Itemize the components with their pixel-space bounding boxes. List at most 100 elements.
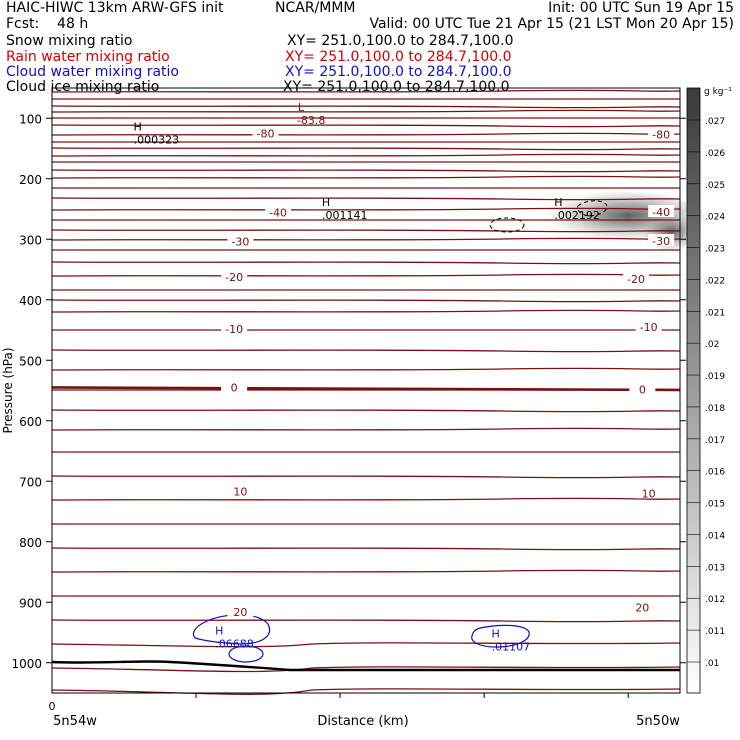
plot-axes: 1002003004005006007008009001000Pressure … [1, 87, 686, 729]
isotherm-line [51, 105, 681, 109]
isotherm-line [51, 309, 681, 313]
extremum-value: -83.8 [297, 114, 325, 127]
isotherm-line [51, 153, 681, 157]
extremum-symbol: H [491, 628, 499, 641]
isotherm-label-bg [629, 600, 656, 613]
isotherm-line [51, 109, 681, 113]
extremum-value: .002192 [554, 209, 600, 222]
colorbar-tick-label: .02 [705, 340, 719, 350]
isotherm-label-bg [221, 269, 248, 282]
isotherm-label: -80 [257, 127, 275, 140]
plot-frame [51, 87, 681, 694]
y-tick-label: 700 [19, 475, 42, 489]
y-tick-label: 100 [19, 112, 42, 126]
x-end-label: 5n50w [636, 714, 680, 729]
colorbar-tick-label: .023 [705, 245, 725, 255]
isotherm-label-bg [227, 604, 254, 617]
colorbar-tick-label: .022 [705, 276, 725, 286]
isotherm-label-bg [648, 234, 675, 247]
forecast-hour: Fcst: 48 h [6, 16, 89, 32]
isotherm-label: -10 [640, 321, 658, 334]
colorbar-tick-label: .018 [705, 404, 725, 414]
isotherm-label-bg [265, 205, 292, 218]
isotherm-line [51, 175, 681, 179]
isotherm-label: 20 [233, 606, 247, 619]
cloud-ice-contours [489, 200, 608, 233]
isotherm-line [51, 475, 681, 479]
isotherm-line [51, 569, 681, 573]
colorbar-tick-label: .012 [705, 595, 725, 605]
isotherm-line [51, 273, 681, 277]
y-tick-label: 1000 [11, 657, 42, 671]
isotherm-line [51, 169, 681, 173]
isotherm-label: 10 [642, 487, 656, 500]
extremum-value: .000323 [134, 134, 180, 147]
model-title: HAIC-HIWC 13km ARW-GFS init [6, 0, 224, 16]
y-tick-label: 600 [19, 415, 42, 429]
colorbar-ramp [686, 87, 701, 694]
isotherm-label: -80 [652, 129, 670, 142]
colorbar-tick-label: .011 [705, 627, 725, 637]
colorbar-tick-label: .025 [705, 181, 725, 191]
extremum-symbol: H [554, 196, 562, 209]
isotherm-label-bg [227, 484, 254, 497]
field-label-snow: Snow mixing ratio [6, 33, 133, 49]
isotherm-line [51, 89, 681, 93]
colorbar-tick-label: .015 [705, 500, 725, 510]
isotherm-line [51, 666, 681, 673]
valid-time: Valid: 00 UTC Tue 21 Apr 15 (21 LST Mon … [369, 16, 734, 32]
colorbar-tick-label: .01 [705, 659, 719, 669]
y-tick-label: 900 [19, 596, 42, 610]
y-tick-label: 500 [19, 354, 42, 368]
isotherm-label: -30 [652, 235, 670, 248]
extremum-symbol: L [298, 101, 305, 114]
isotherm-label: -40 [652, 206, 670, 219]
colorbar-tick-label: .024 [705, 213, 725, 223]
extremum-value: .06688 [215, 638, 254, 651]
x-origin-label: 0 [49, 700, 56, 713]
isotherm-line [51, 197, 681, 201]
isotherm-line [51, 497, 681, 501]
isotherm-label: 0 [231, 381, 238, 394]
isotherm-label-bg [648, 127, 675, 140]
org-label: NCAR/MMM [275, 0, 356, 16]
colorbar-tick-label: .014 [705, 531, 725, 541]
isotherm-line [51, 619, 681, 623]
extremum-value: .001141 [322, 209, 368, 222]
field-xy-rain: XY= 251.0,100.0 to 284.7,100.0 [285, 49, 512, 65]
isotherm-line [51, 349, 681, 353]
x-axis-label: Distance (km) [317, 714, 408, 729]
isotherm-line [51, 409, 681, 413]
colorbar-unit: g kg⁻¹ [704, 87, 732, 97]
isotherm-line [51, 207, 681, 211]
isotherm-label: -20 [627, 273, 645, 286]
isotherm-line [51, 229, 681, 233]
isotherm-label: 20 [635, 602, 649, 615]
field-label-cloud-water: Cloud water mixing ratio [6, 64, 179, 80]
isotherm-label: -30 [231, 236, 249, 249]
isotherm-line [51, 261, 681, 265]
temperature-contours [51, 89, 681, 695]
isotherm-label: -20 [225, 271, 243, 284]
isotherm-label-bg [221, 380, 248, 393]
isotherm-label: 0 [639, 383, 646, 396]
colorbar-tick-label: .016 [705, 468, 725, 478]
field-label-rain: Rain water mixing ratio [6, 49, 170, 65]
isotherm-label: 10 [233, 486, 247, 499]
isotherm-line [51, 132, 681, 136]
isotherm-label: -10 [225, 323, 243, 336]
isotherm-line [51, 147, 681, 151]
isotherm-label: -40 [269, 207, 287, 220]
isotherm-line [51, 547, 681, 551]
colorbar-tick-label: .017 [705, 436, 725, 446]
y-tick-label: 200 [19, 173, 42, 187]
y-tick-label: 400 [19, 294, 42, 308]
isotherm-label-bg [635, 486, 662, 499]
y-tick-label: 300 [19, 233, 42, 247]
extremum-value: .01107 [492, 641, 530, 654]
field-xy-snow: XY= 251.0,100.0 to 284.7,100.0 [287, 33, 514, 49]
terrain-line [51, 660, 681, 672]
isotherm-line [51, 427, 681, 431]
isotherm-label-bg [629, 382, 656, 395]
